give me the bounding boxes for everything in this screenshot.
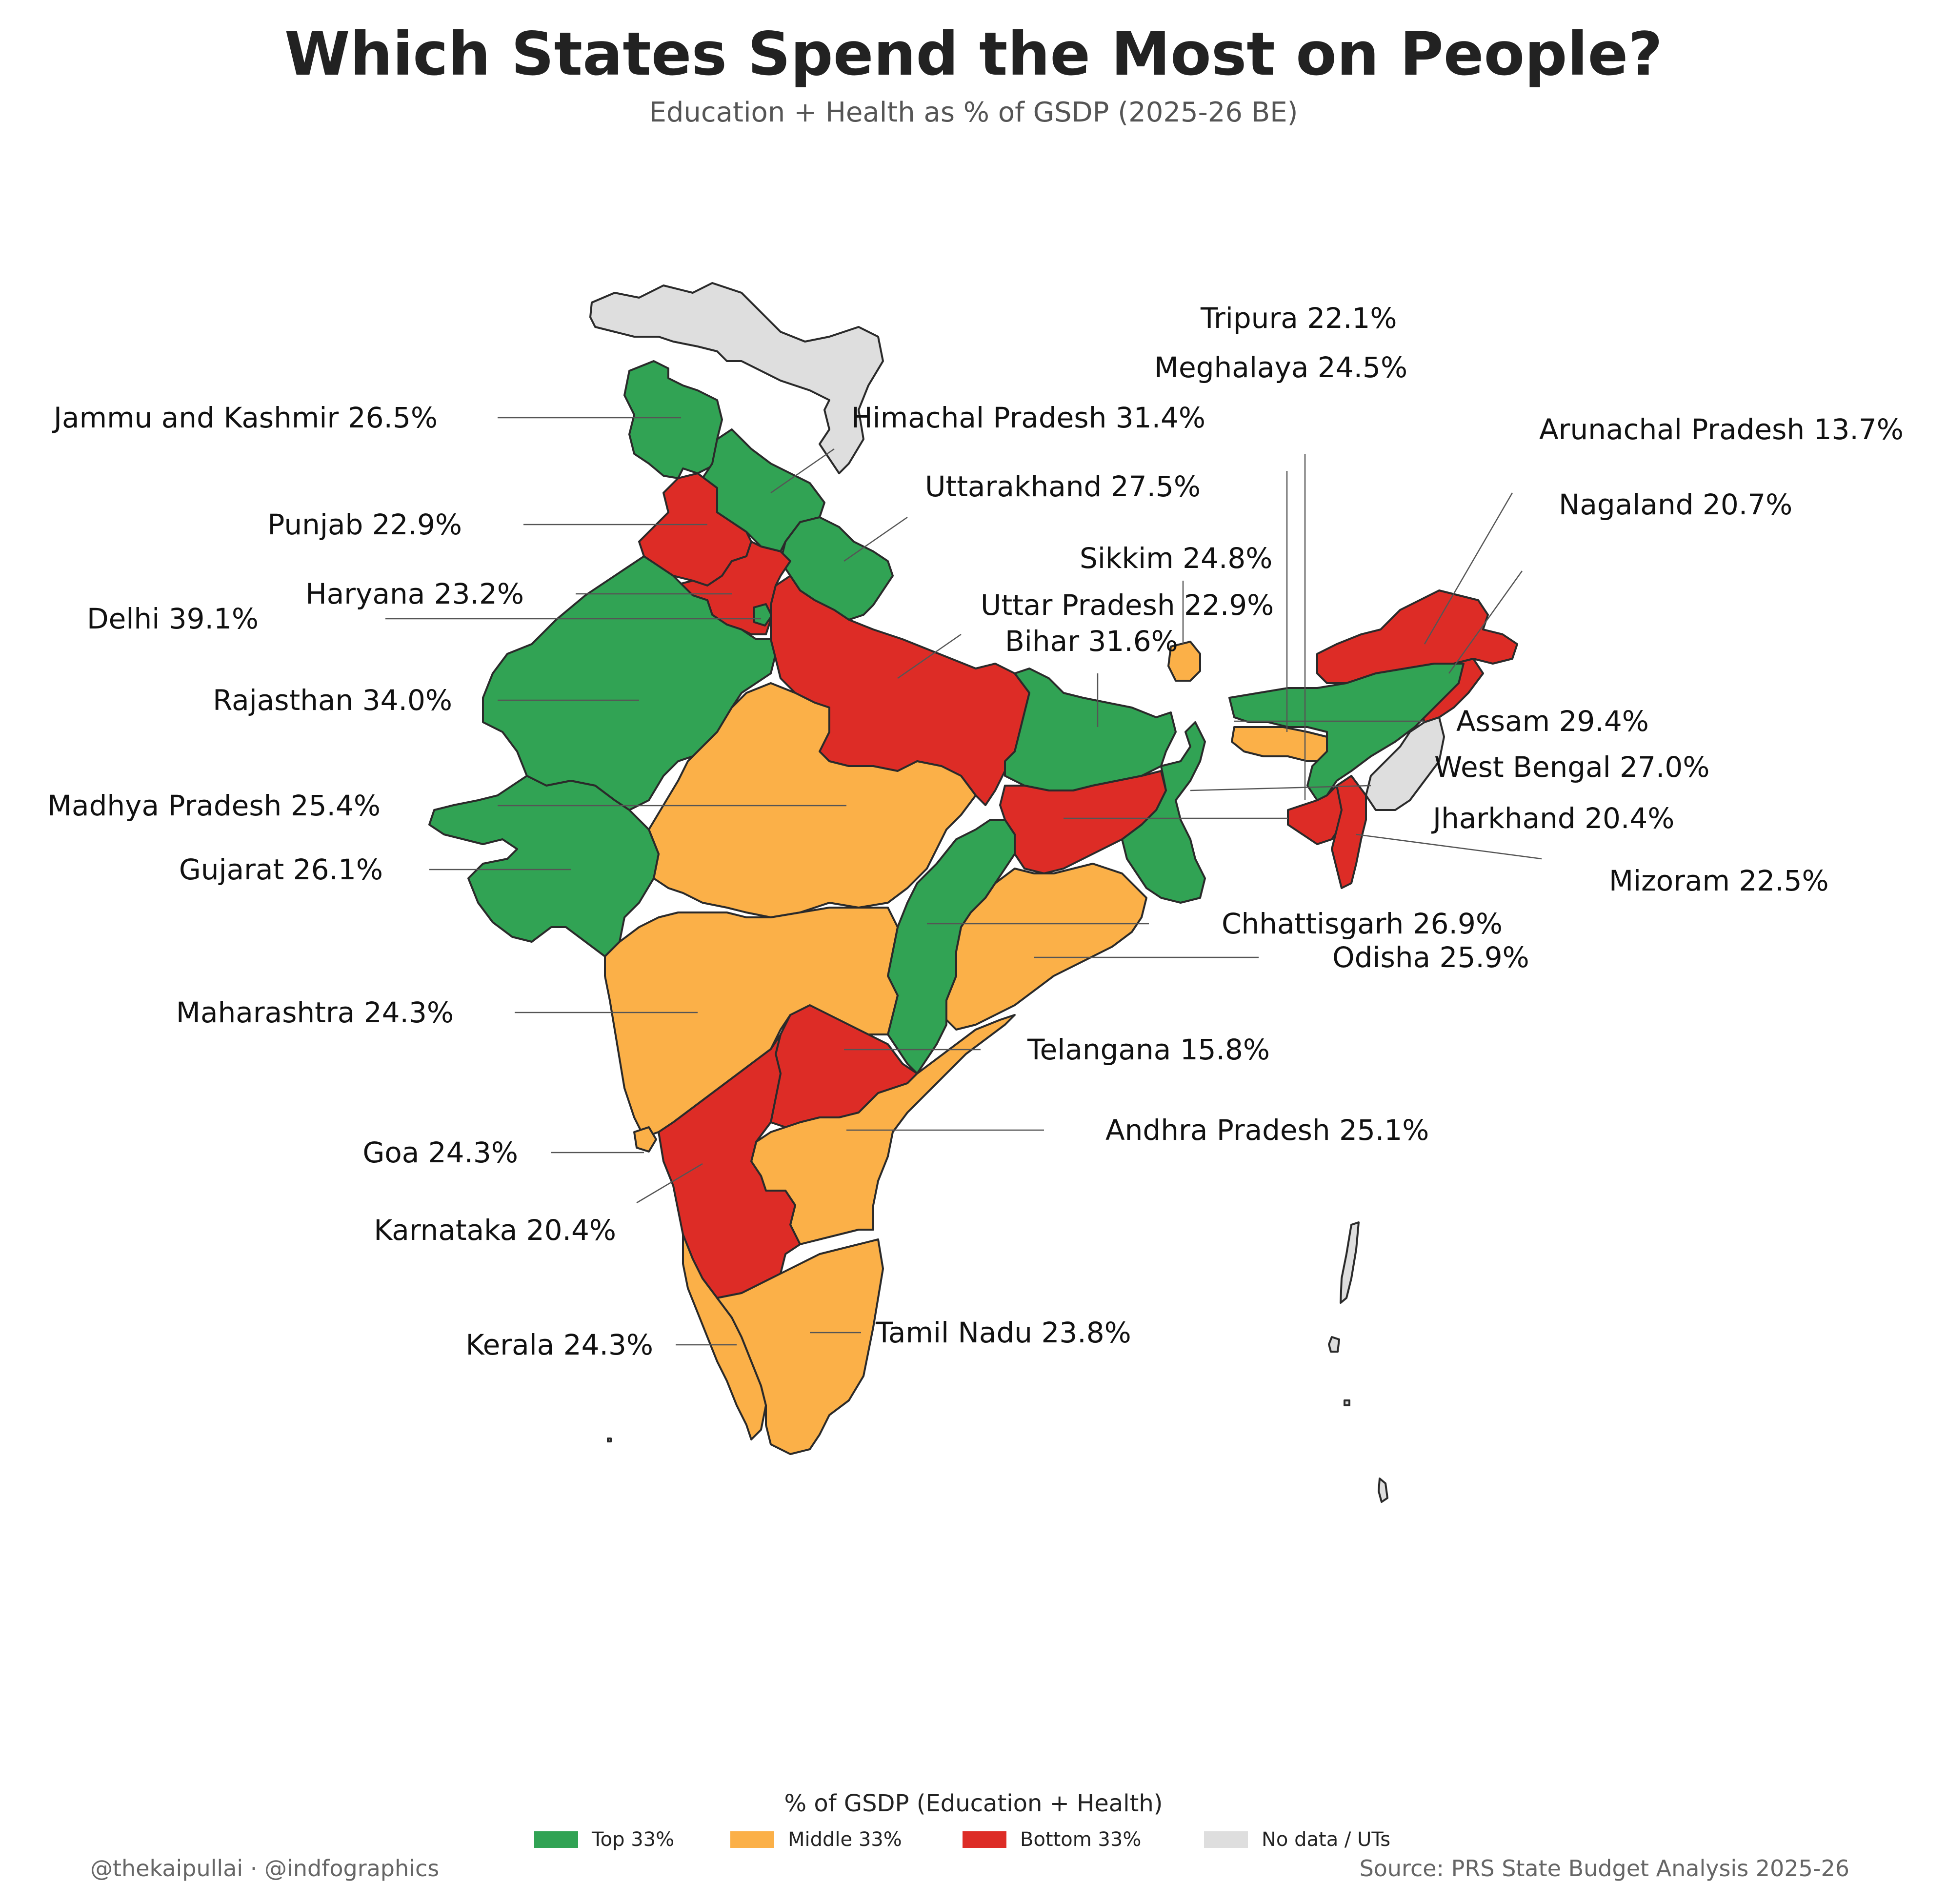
state-label-sk: Sikkim 24.8% [1080,542,1272,575]
state-label-gj: Gujarat 26.1% [179,853,383,886]
state-region-as [1228,663,1465,801]
state-region-ga [633,1126,657,1153]
legend-title: % of GSDP (Education + Health) [784,1790,1163,1817]
leader-line-uk [843,516,908,562]
legend-label: No data / UTs [1262,1828,1391,1851]
state-label-mz: Mizoram 22.5% [1609,864,1829,897]
legend-swatch [1204,1831,1248,1848]
legend-label: Bottom 33% [1020,1828,1142,1851]
state-label-kl: Kerala 24.3% [465,1328,653,1361]
leader-line-ar [1424,492,1513,645]
state-region-gj [428,775,660,957]
state-label-od: Odisha 25.9% [1332,941,1529,974]
state-label-dl: Delhi 39.1% [87,602,259,635]
leader-line-ka [636,1163,703,1204]
footer-credit: @thekaipullai · @indfographics [90,1855,440,1882]
chart-subtitle: Education + Health as % of GSDP (2025-26… [649,97,1298,128]
state-label-tg: Telangana 15.8% [1027,1033,1270,1066]
state-label-ka: Karnataka 20.4% [374,1214,616,1247]
region-andaman-nicobar-nodata-0 [1340,1221,1360,1304]
state-region-mp [648,682,977,918]
legend-item: Middle 33% [730,1827,902,1852]
state-region-od [945,863,1147,1031]
state-label-pb: Punjab 22.9% [267,508,462,541]
region-andaman-nicobar-nodata-1 [1328,1336,1340,1353]
region-ladakh-nodata [589,282,884,474]
state-label-jk: Jammu and Kashmir 26.5% [52,401,438,434]
legend-item: Bottom 33% [963,1827,1141,1852]
state-region-mz [1331,775,1367,889]
state-region-br [1004,668,1177,791]
state-label-ga: Goa 24.3% [362,1136,518,1169]
legend-label: Top 33% [592,1828,675,1851]
chart-title: Which States Spend the Most on People? [284,20,1663,89]
state-label-mp: Madhya Pradesh 25.4% [47,789,381,822]
state-label-as: Assam 29.4% [1456,705,1649,738]
leader-line-nl [1448,570,1523,674]
state-label-jh: Jharkhand 20.4% [1431,802,1674,835]
region-andaman-nicobar-nodata-2 [1344,1399,1350,1406]
state-label-nl: Nagaland 20.7% [1559,488,1792,521]
leader-line-wb [1190,785,1371,791]
state-label-ar: Arunachal Pradesh 13.7% [1539,413,1904,446]
state-label-br: Bihar 31.6% [1005,625,1178,658]
region-andaman-nicobar-nodata-3 [1378,1478,1388,1503]
legend-item: No data / UTs [1204,1827,1390,1852]
legend-swatch [730,1831,774,1848]
legend-swatch [534,1831,578,1848]
state-label-rj: Rajasthan 34.0% [213,684,452,717]
state-label-ap: Andhra Pradesh 25.1% [1105,1114,1429,1147]
leader-line-mz [1356,833,1542,860]
state-label-up: Uttar Pradesh 22.9% [981,588,1274,622]
state-region-dl [753,603,773,627]
state-label-tn: Tamil Nadu 23.8% [875,1316,1131,1349]
state-label-tr: Tripura 22.1% [1200,302,1397,335]
state-label-hp: Himachal Pradesh 31.4% [851,401,1205,434]
region-manipur-nodata [1365,716,1445,811]
footer-source: Source: PRS State Budget Analysis 2025-2… [1359,1855,1849,1882]
state-region-tn [716,1238,884,1455]
legend-swatch [963,1831,1006,1848]
state-label-mh: Maharashtra 24.3% [176,996,454,1029]
leader-line-hp [770,448,835,494]
state-label-uk: Uttarakhand 27.5% [925,470,1201,503]
state-region-sk [1167,641,1201,682]
state-region-tr [1287,785,1347,845]
region-lakshadweep-nodata-0 [607,1438,612,1442]
legend-label: Middle 33% [788,1828,902,1851]
legend-item: Top 33% [534,1827,674,1852]
state-label-cg: Chhattisgarh 26.9% [1222,907,1503,940]
state-label-wb: West Bengal 27.0% [1434,750,1709,784]
state-label-ml: Meghalaya 24.5% [1154,351,1407,384]
leader-line-up [897,633,962,679]
state-label-hr: Haryana 23.2% [305,577,524,610]
